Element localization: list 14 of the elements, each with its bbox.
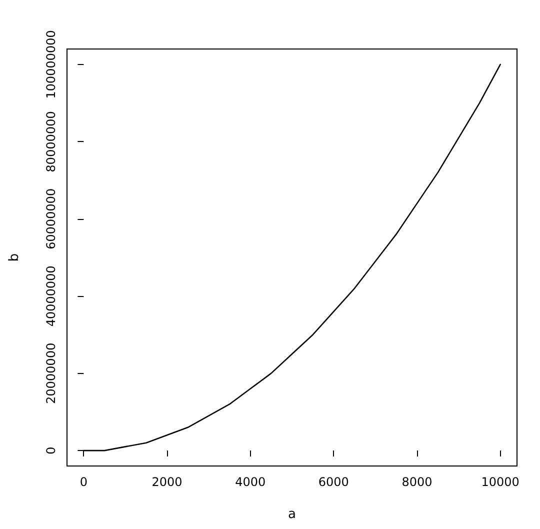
- y-tick-label: 80000000: [44, 111, 58, 172]
- x-tick-label: 8000: [402, 475, 432, 489]
- y-tick-label: 40000000: [44, 266, 58, 327]
- y-axis-title: b: [7, 253, 22, 262]
- x-tick-label: 6000: [318, 475, 349, 489]
- x-axis-title: a: [288, 507, 296, 522]
- x-tick-label: 0: [80, 475, 88, 489]
- y-tick-label: 60000000: [44, 188, 58, 250]
- y-tick-label: 0: [44, 446, 58, 454]
- y-tick-label: 20000000: [44, 342, 58, 404]
- x-tick-label: 4000: [235, 475, 266, 489]
- x-tick-label: 2000: [152, 475, 182, 489]
- y-tick-label: 100000000: [44, 30, 58, 99]
- x-tick-label: 10000: [481, 475, 520, 489]
